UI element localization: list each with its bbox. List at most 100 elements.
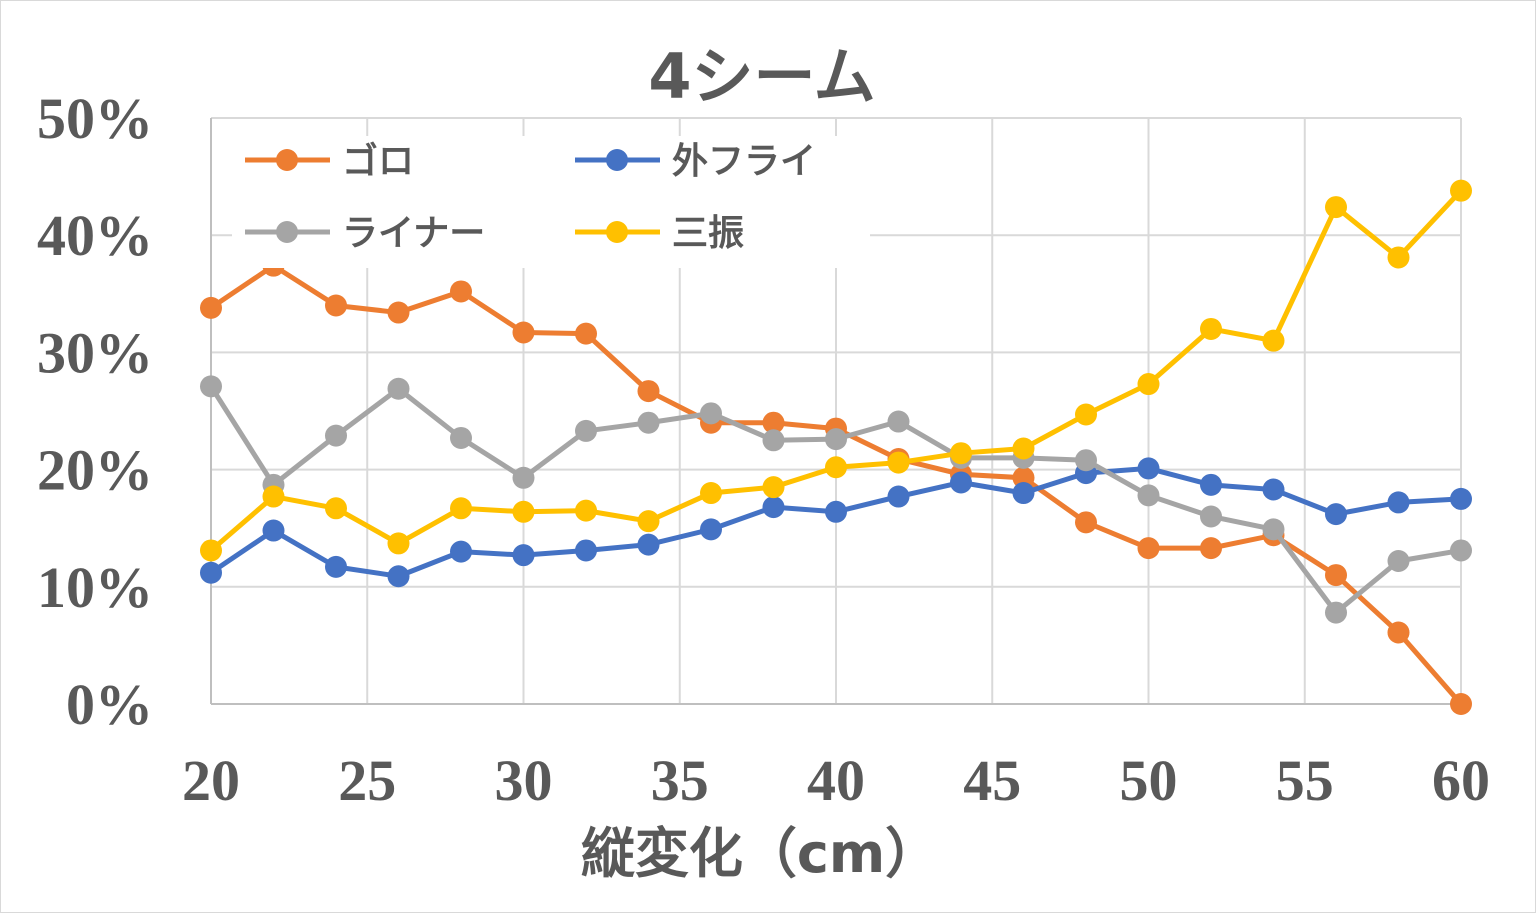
y-tick-label: 50%	[37, 86, 153, 151]
y-tick-label: 20%	[37, 438, 153, 503]
legend-item: ゴロ	[245, 140, 414, 182]
data-point	[200, 296, 222, 319]
data-point	[762, 476, 785, 499]
data-point	[512, 321, 535, 344]
tick-labels: 20 25 30 35 40 45 50 55 60 0% 10% 20% 30% 40% 50%	[37, 86, 1490, 813]
data-point	[887, 485, 910, 508]
x-tick-label: 20	[182, 748, 240, 813]
data-point	[1450, 487, 1472, 510]
data-point	[1075, 403, 1097, 426]
legend-marker	[276, 221, 298, 243]
data-point	[1200, 473, 1222, 496]
data-point	[1137, 457, 1160, 480]
data-point	[200, 561, 222, 584]
data-point	[825, 456, 847, 479]
x-tick-label: 45	[963, 748, 1021, 813]
data-point	[575, 539, 597, 562]
data-point	[1387, 621, 1410, 644]
legend-background	[232, 136, 870, 268]
data-point	[1325, 196, 1347, 219]
x-tick-label: 50	[1120, 748, 1178, 813]
data-point	[637, 533, 660, 556]
data-point	[637, 380, 660, 403]
data-point	[325, 294, 347, 317]
data-point	[1012, 437, 1035, 460]
legend-marker	[276, 149, 298, 171]
legend-label: ライナー	[342, 213, 485, 254]
legend-item: 三振	[575, 213, 744, 254]
y-tick-label: 30%	[37, 320, 153, 385]
data-point	[387, 565, 410, 588]
data-point	[950, 471, 972, 494]
series-group	[200, 179, 1472, 715]
data-point	[700, 482, 722, 505]
data-point	[825, 500, 847, 523]
data-point	[512, 500, 535, 523]
legend-item: ライナー	[245, 213, 485, 254]
data-point	[450, 426, 472, 449]
data-point	[512, 544, 535, 567]
data-point	[1012, 466, 1035, 489]
data-point	[1137, 537, 1160, 560]
data-point	[950, 442, 972, 465]
legend-label: 外フライ	[672, 141, 816, 182]
data-point	[1387, 246, 1410, 269]
series-3	[200, 179, 1472, 562]
data-point	[825, 428, 847, 451]
data-point	[1262, 329, 1285, 352]
data-point	[637, 411, 660, 434]
y-tick-label: 0%	[66, 672, 153, 737]
chart-title: 4シーム	[648, 40, 875, 113]
y-tick-label: 10%	[37, 555, 153, 620]
data-point	[325, 497, 347, 520]
data-point	[325, 424, 347, 447]
data-point	[1325, 564, 1347, 587]
x-tick-label: 25	[338, 748, 396, 813]
data-point	[762, 496, 785, 519]
data-point	[262, 519, 285, 542]
data-point	[325, 555, 347, 578]
data-point	[1200, 317, 1222, 340]
data-point	[1450, 539, 1472, 562]
x-tick-label: 35	[651, 748, 709, 813]
x-tick-label: 40	[807, 748, 865, 813]
data-point	[700, 518, 722, 541]
data-point	[1450, 179, 1472, 202]
data-point	[1387, 550, 1410, 573]
data-point	[450, 280, 472, 303]
legend-label: 三振	[672, 213, 744, 254]
legend-item: 外フライ	[575, 141, 816, 182]
legend-marker	[606, 221, 628, 243]
data-point	[1450, 693, 1472, 715]
data-point	[887, 451, 910, 474]
legend-label: ゴロ	[342, 140, 414, 182]
data-point	[387, 532, 410, 555]
data-point	[387, 377, 410, 400]
data-point	[1325, 601, 1347, 624]
series-1	[200, 457, 1472, 588]
data-point	[262, 485, 285, 508]
x-tick-label: 60	[1432, 748, 1490, 813]
data-point	[887, 410, 910, 433]
data-point	[512, 466, 535, 489]
data-point	[762, 411, 785, 434]
x-tick-label: 55	[1276, 748, 1334, 813]
data-point	[1200, 537, 1222, 560]
data-point	[637, 510, 660, 533]
data-point	[387, 301, 410, 324]
data-point	[1137, 484, 1160, 507]
x-tick-label: 30	[495, 748, 553, 813]
data-point	[1325, 503, 1347, 526]
data-point	[1387, 491, 1410, 514]
data-point	[1137, 373, 1160, 396]
legend-marker	[606, 149, 628, 171]
data-point	[575, 322, 597, 345]
data-point	[762, 429, 785, 452]
data-point	[700, 402, 722, 425]
data-point	[450, 540, 472, 563]
data-point	[200, 375, 222, 398]
data-point	[575, 419, 597, 442]
series-2	[200, 375, 1472, 624]
y-tick-label: 40%	[37, 203, 153, 268]
